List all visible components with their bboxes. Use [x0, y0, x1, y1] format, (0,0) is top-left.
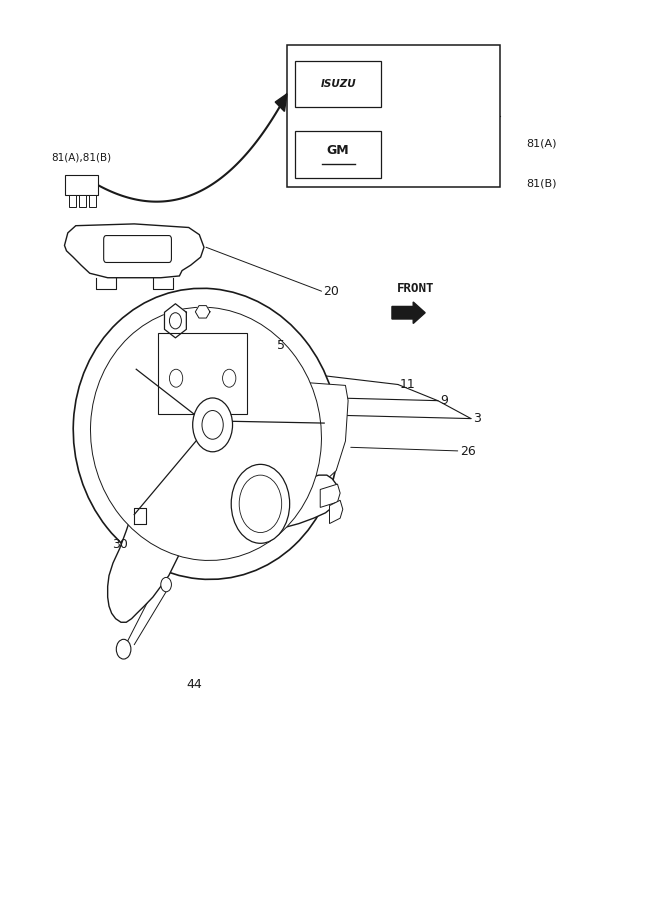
Polygon shape [65, 224, 204, 278]
FancyBboxPatch shape [65, 176, 98, 195]
FancyBboxPatch shape [295, 131, 382, 178]
Text: 9: 9 [440, 394, 448, 407]
Text: 44: 44 [186, 678, 202, 691]
FancyBboxPatch shape [287, 45, 500, 187]
FancyBboxPatch shape [69, 195, 76, 207]
FancyBboxPatch shape [158, 333, 247, 414]
Polygon shape [107, 475, 338, 622]
Ellipse shape [73, 288, 339, 580]
FancyBboxPatch shape [79, 195, 86, 207]
Circle shape [169, 312, 181, 328]
FancyBboxPatch shape [89, 195, 95, 207]
Polygon shape [195, 306, 210, 318]
FancyBboxPatch shape [295, 60, 382, 107]
Polygon shape [320, 484, 340, 508]
Text: FRONT: FRONT [397, 282, 434, 295]
Ellipse shape [91, 307, 321, 561]
Polygon shape [275, 94, 287, 112]
Polygon shape [165, 304, 186, 338]
Text: 81(B): 81(B) [526, 178, 557, 188]
Circle shape [193, 398, 233, 452]
Circle shape [161, 578, 171, 592]
Polygon shape [293, 382, 348, 481]
Text: 11: 11 [400, 378, 416, 391]
Text: 20: 20 [323, 284, 340, 298]
Text: 81(A),81(B): 81(A),81(B) [51, 153, 111, 163]
Text: ISUZU: ISUZU [320, 79, 356, 89]
Circle shape [223, 369, 236, 387]
Circle shape [202, 410, 223, 439]
Text: 3: 3 [473, 412, 481, 425]
FancyBboxPatch shape [103, 236, 171, 263]
Text: 30: 30 [111, 537, 127, 551]
Circle shape [231, 464, 289, 544]
Text: GM: GM [327, 144, 350, 157]
Text: 26: 26 [460, 446, 476, 458]
Text: 5: 5 [277, 338, 285, 352]
Polygon shape [329, 500, 343, 524]
Text: 81(A): 81(A) [526, 139, 557, 148]
Polygon shape [392, 302, 425, 323]
Circle shape [239, 475, 281, 533]
Circle shape [116, 639, 131, 659]
Circle shape [169, 369, 183, 387]
